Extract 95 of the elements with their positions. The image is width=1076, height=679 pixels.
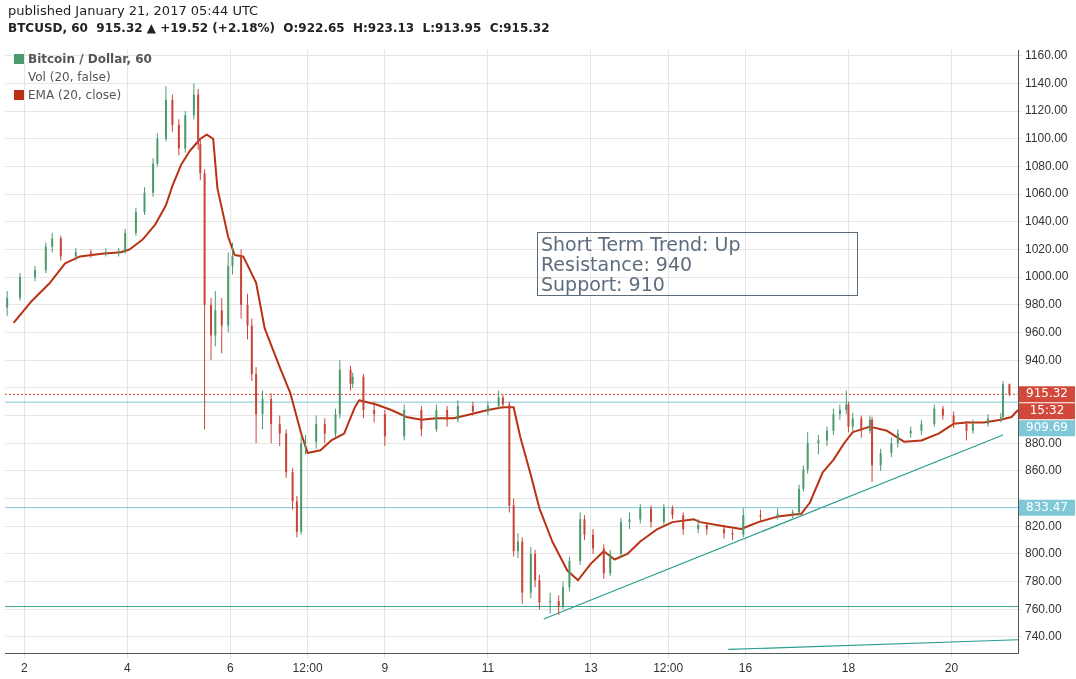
chart-title: published January 21, 2017 05:44 UTC	[8, 3, 259, 18]
y-tick-label: 760.00	[1025, 601, 1063, 616]
candlestick	[220, 297, 223, 354]
y-tick-label: 980.00	[1025, 297, 1063, 312]
x-tick-label: 13	[584, 661, 598, 676]
x-tick-label: 9	[381, 661, 389, 676]
candlestick	[143, 186, 146, 216]
y-tick-label: 1100.00	[1025, 131, 1068, 146]
x-tick-label: 11	[481, 661, 495, 676]
candlestick	[742, 507, 745, 538]
candlestick	[682, 511, 685, 536]
candlestick	[446, 405, 449, 428]
candlestick	[662, 503, 665, 527]
candlestick	[456, 399, 459, 423]
candlestick	[124, 228, 127, 255]
y-tick-label: 1040.00	[1025, 214, 1069, 229]
y-tick-label: 1140.00	[1025, 75, 1068, 90]
candlestick	[373, 401, 376, 423]
x-tick-label: 12:00	[292, 661, 323, 676]
candlestick	[941, 405, 944, 421]
text: 15:32	[1029, 403, 1065, 418]
candlestick	[583, 514, 586, 541]
candlestick	[44, 242, 47, 274]
y-tick-label: 1160.00	[1025, 48, 1068, 63]
x-tick-label: 16	[738, 661, 753, 676]
candlestick	[832, 408, 835, 436]
candlestick	[650, 505, 652, 529]
candlestick	[798, 484, 801, 516]
candlestick	[34, 265, 37, 282]
x-tick-label: 20	[944, 661, 959, 676]
y-tick-label: 800.00	[1025, 546, 1063, 561]
candlestick	[986, 413, 989, 428]
candlestick	[890, 437, 893, 458]
y-tick-label: 1000.00	[1025, 269, 1069, 284]
candlestick	[817, 434, 820, 455]
y-tick-label: 1080.00	[1025, 158, 1069, 173]
x-tick-label: 18	[841, 661, 856, 676]
y-tick-label: 1120.00	[1025, 103, 1068, 118]
ref-line-label: 909.69	[1026, 420, 1068, 435]
y-tick-label: 860.00	[1025, 463, 1063, 478]
candlestick	[192, 82, 195, 120]
candlestick	[933, 403, 936, 428]
candlestick	[383, 409, 386, 447]
annotation: Vol (20, false)	[27, 69, 112, 86]
candlestick	[838, 403, 841, 421]
y-tick-label: 880.00	[1025, 435, 1063, 450]
candlestick	[6, 290, 9, 317]
y-tick-label: 940.00	[1025, 352, 1063, 367]
x-tick-label: 2	[20, 661, 28, 676]
candlestick	[278, 415, 281, 447]
x-tick-label: 4	[123, 661, 131, 676]
candlestick	[557, 594, 560, 616]
candlestick	[562, 581, 565, 610]
chart-subtitle: BTCUSD, 60 915.32 ▲ +19.52 (+2.18%) O:922.65 H:923.13 L:913.95 C:915.32	[8, 21, 550, 35]
candlestick	[802, 464, 805, 493]
candlestick	[231, 242, 234, 275]
candlestick	[420, 405, 423, 437]
candlestick	[315, 415, 318, 450]
candlestick	[104, 247, 107, 257]
candlestick	[639, 503, 642, 525]
y-tick-label: 740.00	[1025, 629, 1063, 644]
candlestick	[261, 390, 264, 430]
note-box: Short Term Trend: Up Resistance: 940 Support: 910	[537, 232, 858, 296]
y-tick-label: 1020.00	[1025, 241, 1069, 256]
candlestick	[860, 415, 863, 439]
candlestick	[486, 401, 489, 417]
candlestick	[592, 528, 595, 555]
candlestick	[825, 426, 828, 447]
y-tick-label: 1060.00	[1025, 186, 1069, 201]
candlestick	[538, 574, 541, 610]
x-tick-label: 6	[227, 661, 235, 676]
candlestick	[334, 408, 337, 439]
x-tick-label: 12:00	[653, 661, 684, 676]
ref-line-label: 833.47	[1026, 499, 1068, 514]
ref-line-label: 915.32	[1026, 386, 1068, 401]
candlestick	[609, 549, 612, 577]
candlestick	[965, 420, 968, 441]
y-tick-label: 820.00	[1025, 518, 1063, 533]
candlestick	[51, 232, 54, 253]
candlestick	[134, 207, 137, 237]
candlestick	[722, 524, 725, 540]
candlestick	[471, 401, 474, 417]
candlestick	[516, 532, 519, 559]
candlestick	[177, 118, 180, 156]
legend-label: Bitcoin / Dollar, 60	[28, 52, 152, 66]
candlestick	[435, 403, 438, 433]
candlestick	[19, 272, 22, 302]
candlestick	[879, 448, 882, 472]
y-tick-label: 780.00	[1025, 573, 1063, 588]
legend-label: EMA (20, close)	[28, 88, 122, 102]
y-tick-label: 960.00	[1025, 324, 1063, 339]
candlestick	[323, 417, 326, 444]
candlestick	[246, 293, 249, 340]
candlestick	[971, 419, 974, 435]
candlestick	[59, 235, 62, 262]
